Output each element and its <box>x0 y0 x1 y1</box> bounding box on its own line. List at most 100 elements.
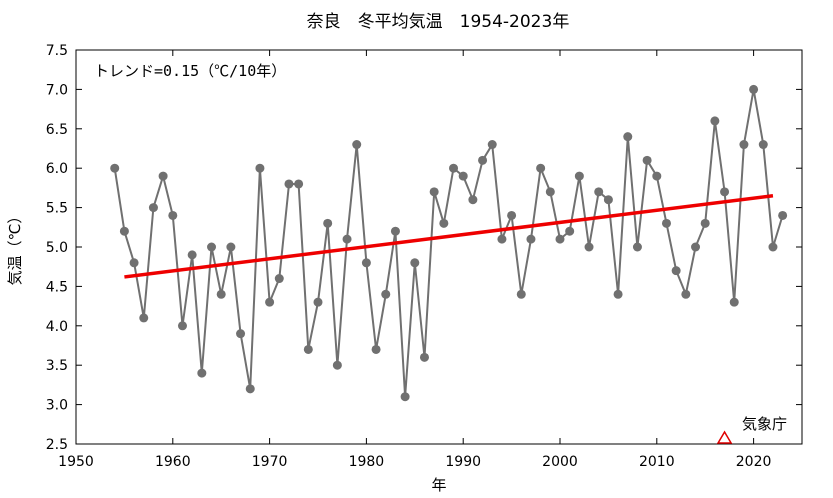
data-point <box>536 163 546 173</box>
data-point <box>236 329 246 339</box>
trend-line <box>124 194 774 279</box>
source-label: 気象庁 <box>742 415 787 433</box>
data-point <box>623 132 633 142</box>
data-point <box>574 171 584 181</box>
data-point <box>739 140 749 150</box>
data-point <box>681 289 691 299</box>
data-point <box>168 210 178 220</box>
y-tick-label: 7.0 <box>46 82 68 98</box>
data-point <box>400 392 410 402</box>
data-point <box>429 187 439 197</box>
y-tick-label: 2.5 <box>46 437 68 453</box>
data-point <box>768 242 778 252</box>
data-point <box>565 226 575 236</box>
data-point <box>419 352 429 362</box>
data-point <box>749 84 759 94</box>
data-point <box>729 297 739 307</box>
data-point <box>720 187 730 197</box>
data-point <box>555 234 565 244</box>
data-point <box>478 155 488 165</box>
y-tick-label: 6.0 <box>46 161 68 177</box>
y-axis-label: 気温（℃） <box>6 209 24 286</box>
data-point <box>342 234 352 244</box>
data-point <box>158 171 168 181</box>
data-point <box>439 218 449 228</box>
data-point <box>778 210 788 220</box>
x-tick-label: 1960 <box>155 454 191 470</box>
data-point <box>758 140 768 150</box>
data-point <box>119 226 129 236</box>
data-point <box>245 384 255 394</box>
series-line <box>113 89 784 397</box>
data-point <box>526 234 536 244</box>
data-point <box>332 360 342 370</box>
data-point <box>381 289 391 299</box>
data-point <box>642 155 652 165</box>
data-point <box>468 195 478 205</box>
x-tick-label: 1990 <box>445 454 481 470</box>
data-point <box>361 258 371 268</box>
series <box>110 84 788 402</box>
data-point <box>323 218 333 228</box>
y-tick-label: 4.5 <box>46 279 68 295</box>
y-tick-label: 3.0 <box>46 398 68 414</box>
source-marker <box>716 430 733 444</box>
trend-annotation: トレンド=0.15（℃/10年） <box>94 62 286 80</box>
data-point <box>584 242 594 252</box>
data-point <box>691 242 701 252</box>
y-tick-label: 6.5 <box>46 122 68 138</box>
y-tick-label: 4.0 <box>46 319 68 335</box>
data-point <box>594 187 604 197</box>
x-axis-label: 年 <box>431 476 446 494</box>
data-point <box>255 163 265 173</box>
data-point <box>148 203 158 213</box>
data-point <box>313 297 323 307</box>
data-point <box>265 297 275 307</box>
data-point <box>371 344 381 354</box>
y-tick-label: 7.5 <box>46 43 68 59</box>
data-point <box>129 258 139 268</box>
data-point <box>410 258 420 268</box>
data-point <box>390 226 400 236</box>
data-point <box>110 163 120 173</box>
x-tick-label: 1950 <box>58 454 94 470</box>
x-axis: 1950 1960 1970 1980 1990 2000 2010 2020 <box>58 50 771 470</box>
trend-line-group <box>124 194 774 279</box>
data-point <box>207 242 217 252</box>
chart-title: 奈良 冬平均気温 1954-2023年 <box>307 12 570 32</box>
data-point <box>294 179 304 189</box>
y-tick-label: 5.0 <box>46 240 68 256</box>
data-point <box>352 140 362 150</box>
y-axis: 2.5 3.0 3.5 4.0 4.5 5.0 5.5 6.0 6.5 7.0 7.5 <box>46 43 802 453</box>
data-point <box>487 140 497 150</box>
data-point <box>545 187 555 197</box>
data-point <box>284 179 294 189</box>
data-point <box>274 274 284 284</box>
x-tick-label: 2010 <box>639 454 675 470</box>
data-point <box>710 116 720 126</box>
data-point <box>187 250 197 260</box>
data-point <box>303 344 313 354</box>
x-tick-label: 1970 <box>252 454 288 470</box>
data-point <box>613 289 623 299</box>
data-point <box>632 242 642 252</box>
data-point <box>507 210 517 220</box>
data-point <box>671 266 681 276</box>
x-tick-label: 2000 <box>542 454 578 470</box>
data-point <box>652 171 662 181</box>
data-point <box>516 289 526 299</box>
data-point <box>458 171 468 181</box>
data-point <box>449 163 459 173</box>
data-point <box>603 195 613 205</box>
data-point <box>177 321 187 331</box>
data-point <box>700 218 710 228</box>
data-point <box>197 368 207 378</box>
data-point <box>497 234 507 244</box>
x-tick-label: 1980 <box>349 454 385 470</box>
y-tick-label: 3.5 <box>46 358 68 374</box>
data-point <box>139 313 149 323</box>
y-tick-label: 5.5 <box>46 201 68 217</box>
x-tick-label: 2020 <box>736 454 772 470</box>
data-point <box>216 289 226 299</box>
